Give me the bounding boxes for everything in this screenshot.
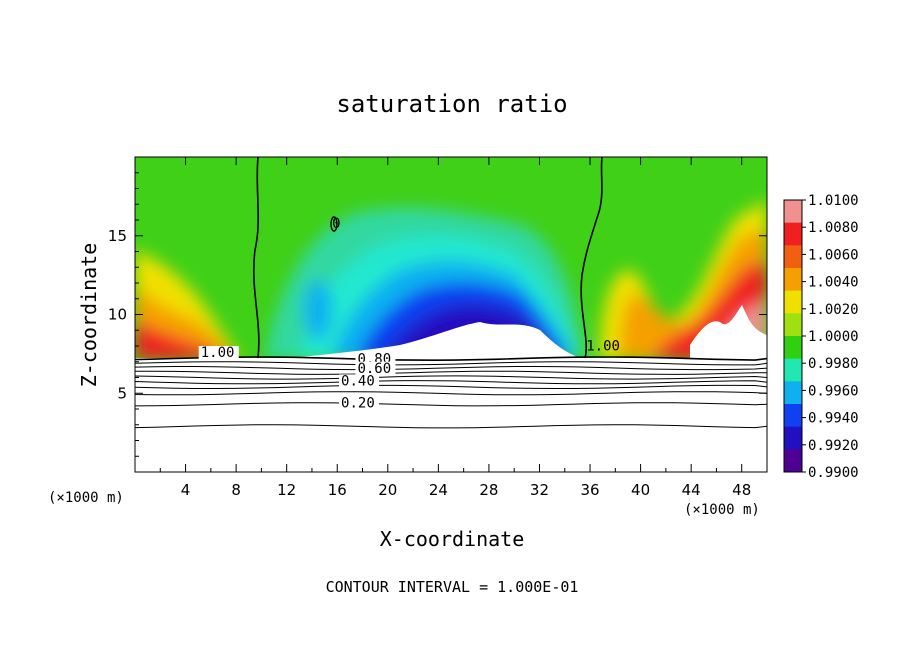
colorbar-label: 0.9960 [808, 383, 859, 399]
y-axis-ticks: 5 10 15 [108, 172, 767, 457]
colorbar-swatch [784, 449, 802, 473]
contour-label-bg [339, 374, 380, 388]
colorbar-swatch [784, 268, 802, 292]
contour-interval-note: CONTOUR INTERVAL = 1.000E-01 [325, 578, 579, 596]
low-contour-line [135, 370, 767, 375]
contour-label-bg [339, 396, 380, 410]
contour-field [135, 157, 767, 472]
contour-line-1-00-left [252, 157, 260, 359]
low-contour-line [135, 366, 767, 371]
colorbar-swatch [784, 426, 802, 450]
contour-label: 0 [332, 216, 340, 232]
colorbar-swatch [784, 313, 802, 337]
contour-line-1-00-right [580, 157, 603, 359]
colorbar: 1.0100 1.0080 1.0060 1.0040 1.0020 1.0000 0.99… [783, 193, 859, 481]
colorbar-swatch [784, 245, 802, 269]
low-contour-line [135, 375, 767, 380]
x-tick-label: 48 [732, 481, 751, 499]
x-tick-label: 32 [530, 481, 549, 499]
contour-label: 0.60 [357, 361, 391, 377]
colorbar-label: 0.9980 [808, 356, 859, 372]
x-tick-label: 20 [378, 481, 397, 499]
colorbar-swatch [784, 290, 802, 314]
low-contour-line [135, 380, 767, 385]
colorbar-label: 1.0060 [808, 247, 859, 263]
colorbar-label: 0.9940 [808, 411, 859, 427]
colorbar-swatch [784, 358, 802, 382]
y-tick-label: 5 [117, 384, 127, 402]
x-tick-label: 28 [479, 481, 498, 499]
x-axis-label: X-coordinate [379, 527, 525, 551]
colorbar-label: 0.9900 [808, 465, 859, 481]
colorbar-label: 1.0040 [808, 275, 859, 291]
x-axis-ticks: 4 8 12 16 20 24 28 32 36 40 44 48 [159, 157, 751, 499]
low-contour-line [135, 361, 767, 366]
x-axis-unit-right: (×1000 m) [684, 502, 760, 518]
x-tick-label: 8 [231, 481, 241, 499]
x-axis-unit-left: (×1000 m) [48, 490, 124, 506]
x-tick-label: 16 [328, 481, 347, 499]
contour-label: 0.40 [341, 373, 375, 389]
contour-line-0 [330, 216, 338, 232]
colorbar-swatch [784, 336, 802, 360]
low-contour-line [135, 391, 767, 396]
x-tick-label: 36 [580, 481, 599, 499]
mask-lower [135, 322, 767, 472]
chart-title: saturation ratio [336, 90, 568, 118]
colorbar-label: 1.0000 [808, 329, 859, 345]
colorbar-label: 0.9920 [808, 438, 859, 454]
low-level-contours [135, 356, 767, 429]
colorbar-swatch [784, 200, 802, 224]
colorbar-swatch [784, 222, 802, 246]
y-tick-label: 15 [108, 227, 127, 245]
low-contour-line [135, 384, 767, 389]
x-tick-label: 4 [181, 481, 191, 499]
colorbar-swatch [784, 381, 802, 405]
x-tick-label: 40 [631, 481, 650, 499]
colorbar-label: 1.0080 [808, 220, 859, 236]
colorbar-label: 1.0100 [808, 193, 859, 209]
contour-label: 0.20 [341, 395, 375, 411]
contour-label: 1.00 [586, 339, 620, 355]
colorbar-swatch [784, 404, 802, 428]
colorbar-label: 1.0020 [808, 302, 859, 318]
contour-label: 1.00 [201, 345, 235, 361]
x-tick-label: 24 [429, 481, 448, 499]
low-contour-line [135, 424, 767, 429]
contour-label-bg [355, 361, 396, 375]
y-tick-label: 10 [108, 306, 127, 324]
contour-label-bg [198, 346, 239, 360]
low-contour-line [135, 402, 767, 407]
x-tick-label: 12 [277, 481, 296, 499]
x-tick-label: 44 [682, 481, 701, 499]
